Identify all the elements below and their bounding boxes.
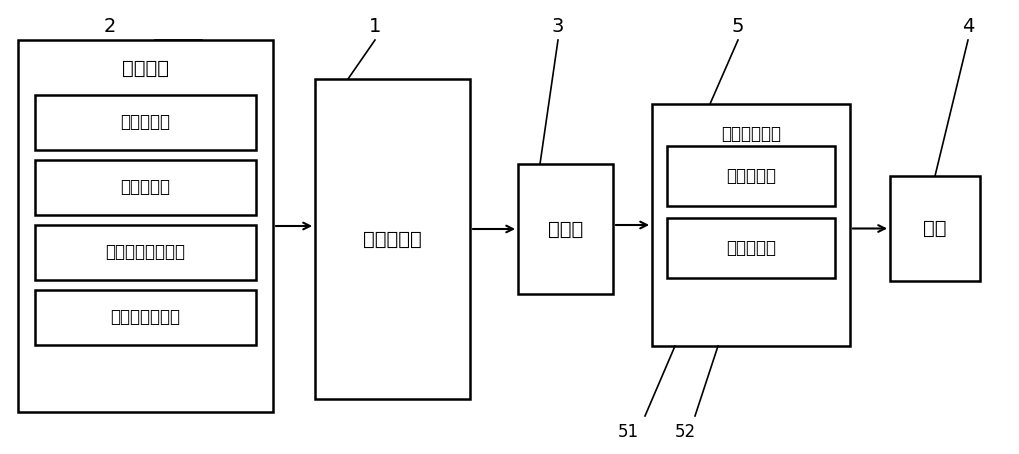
Text: 4: 4: [961, 16, 973, 35]
Text: 52: 52: [674, 423, 695, 441]
Text: 3: 3: [551, 16, 564, 35]
Text: 电机: 电机: [922, 219, 946, 238]
Text: 51: 51: [616, 423, 638, 441]
Text: 1: 1: [369, 16, 381, 35]
Text: 发动机: 发动机: [547, 219, 583, 238]
Text: 奇数离合器: 奇数离合器: [726, 167, 775, 185]
Text: 双离合变速器: 双离合变速器: [720, 125, 781, 143]
Text: 加速度踏板传感器: 加速度踏板传感器: [105, 243, 185, 262]
Bar: [18, 40, 273, 412]
Bar: [666, 146, 835, 206]
Text: 5: 5: [731, 16, 744, 35]
Bar: [35, 160, 256, 215]
Bar: [890, 176, 979, 281]
Bar: [35, 95, 256, 150]
Bar: [666, 218, 835, 278]
Text: 检测装置: 检测装置: [122, 59, 169, 78]
Bar: [315, 79, 470, 399]
Bar: [35, 290, 256, 345]
Text: 2: 2: [104, 16, 116, 35]
Text: 整车控制器: 整车控制器: [363, 230, 422, 248]
Text: 制动踏板传感器: 制动踏板传感器: [110, 309, 180, 326]
Bar: [35, 225, 256, 280]
Bar: [518, 164, 612, 294]
Bar: [651, 104, 849, 346]
Text: 车速传感器: 车速传感器: [120, 178, 170, 197]
Text: 偶数离合器: 偶数离合器: [726, 239, 775, 257]
Text: 档位传感器: 档位传感器: [120, 114, 170, 132]
